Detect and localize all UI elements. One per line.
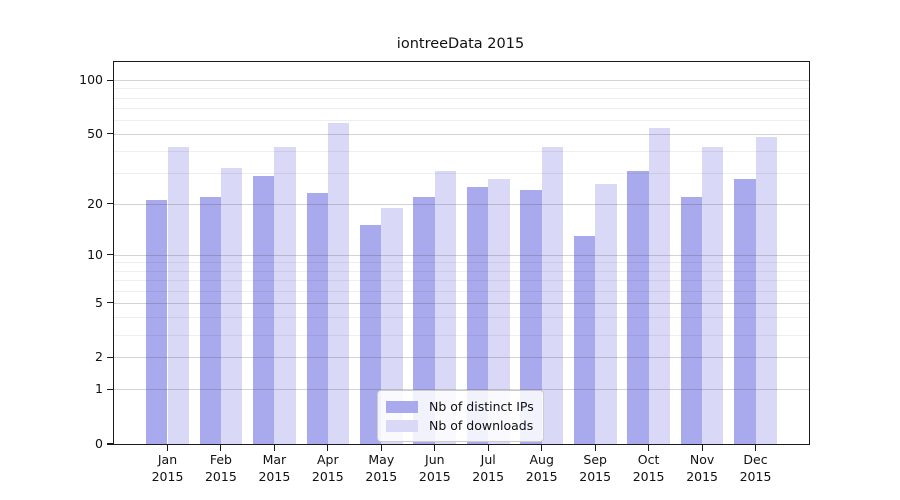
x-tick-mark [541, 445, 543, 451]
bar-downloads-jul [488, 178, 510, 444]
bar-downloads-jun [434, 170, 457, 444]
bar-downloads-may [381, 207, 403, 444]
x-tick-label: Jul 2015 [472, 452, 505, 484]
legend-swatch-distinct-ips [386, 400, 418, 413]
y-tick-mark [107, 203, 113, 205]
y-tick-mark [107, 443, 113, 445]
bar-downloads-mar [274, 147, 296, 444]
y-tick-label: 50 [87, 125, 103, 141]
x-tick-mark [166, 445, 169, 451]
x-tick-mark [594, 445, 596, 451]
legend-label-distinct-ips: Nb of distinct IPs [429, 399, 534, 414]
x-tick-label: Feb 2015 [204, 452, 237, 484]
x-tick-mark [754, 445, 757, 451]
x-tick-mark [220, 445, 222, 451]
bar-distinct-ips-may [359, 225, 382, 444]
legend: Nb of distinct IPs Nb of downloads [377, 390, 544, 442]
bar-downloads-dec [755, 137, 777, 444]
bar-distinct-ips-feb [199, 196, 221, 444]
x-tick-label: Aug 2015 [525, 452, 558, 484]
x-tick-label: Apr 2015 [311, 452, 344, 484]
bar-downloads-apr [327, 122, 350, 444]
plot-area: Nb of distinct IPs Nb of downloads 0 1 2 5 1… [79, 61, 810, 484]
bar-downloads-feb [220, 168, 243, 444]
bar-distinct-ips-aug [520, 190, 542, 444]
bar-distinct-ips-dec [734, 178, 756, 444]
x-tick-label: Mar 2015 [258, 452, 291, 484]
x-tick-label: May 2015 [365, 452, 398, 484]
gridline-minor [114, 97, 809, 99]
gridline-minor [114, 107, 809, 109]
y-tick-mark [107, 133, 113, 135]
y-tick-label: 5 [95, 294, 103, 310]
legend-swatch-downloads [386, 419, 418, 432]
bar-distinct-ips-jun [413, 196, 435, 444]
x-tick-mark [380, 445, 382, 451]
x-tick-mark [273, 445, 275, 451]
bar-distinct-ips-sep [573, 235, 596, 444]
x-tick-label: Dec 2015 [739, 452, 772, 484]
legend-item-downloads: Nb of downloads [386, 416, 534, 435]
y-tick-label: 10 [87, 246, 103, 262]
bar-distinct-ips-mar [253, 175, 275, 444]
y-tick-label: 1 [95, 381, 103, 397]
bar-distinct-ips-nov [680, 196, 703, 444]
bar-distinct-ips-oct [627, 170, 649, 444]
x-tick-mark [487, 445, 489, 451]
y-tick-mark [107, 302, 113, 304]
bar-distinct-ips-apr [306, 193, 328, 444]
x-tick-mark [434, 445, 436, 451]
x-tick-label: Oct 2015 [632, 452, 665, 484]
legend-label-downloads: Nb of downloads [429, 418, 534, 433]
x-tick-mark [327, 445, 329, 451]
y-tick-label: 100 [79, 72, 103, 88]
y-tick-mark [107, 79, 113, 81]
y-tick-label: 0 [95, 436, 103, 451]
x-tick-mark [701, 445, 703, 451]
y-tick-mark [107, 388, 113, 390]
y-tick-label: 2 [95, 349, 103, 365]
gridline-major [114, 133, 809, 135]
x-tick-label: Sep 2015 [579, 452, 612, 484]
gridline-minor [114, 88, 809, 90]
x-tick-mark [648, 445, 650, 451]
bar-downloads-sep [595, 184, 617, 444]
bar-downloads-aug [541, 147, 564, 444]
bar-distinct-ips-jul [466, 187, 489, 444]
bar-downloads-nov [702, 147, 724, 444]
bar-distinct-ips-jan [146, 200, 168, 444]
chart-title: iontreeData 2015 [396, 36, 525, 52]
gridline-major [114, 80, 809, 82]
y-tick-label: 20 [87, 195, 103, 211]
x-tick-label: Jun 2015 [418, 452, 451, 484]
x-tick-label: Jan 2015 [151, 452, 184, 484]
x-tick-label: Nov 2015 [686, 452, 718, 484]
bar-downloads-jan [167, 147, 189, 444]
y-tick-mark [107, 356, 113, 358]
legend-item-distinct-ips: Nb of distinct IPs [386, 397, 534, 416]
y-tick-mark [107, 254, 113, 256]
gridline-minor [114, 119, 809, 121]
bar-downloads-oct [648, 128, 670, 444]
